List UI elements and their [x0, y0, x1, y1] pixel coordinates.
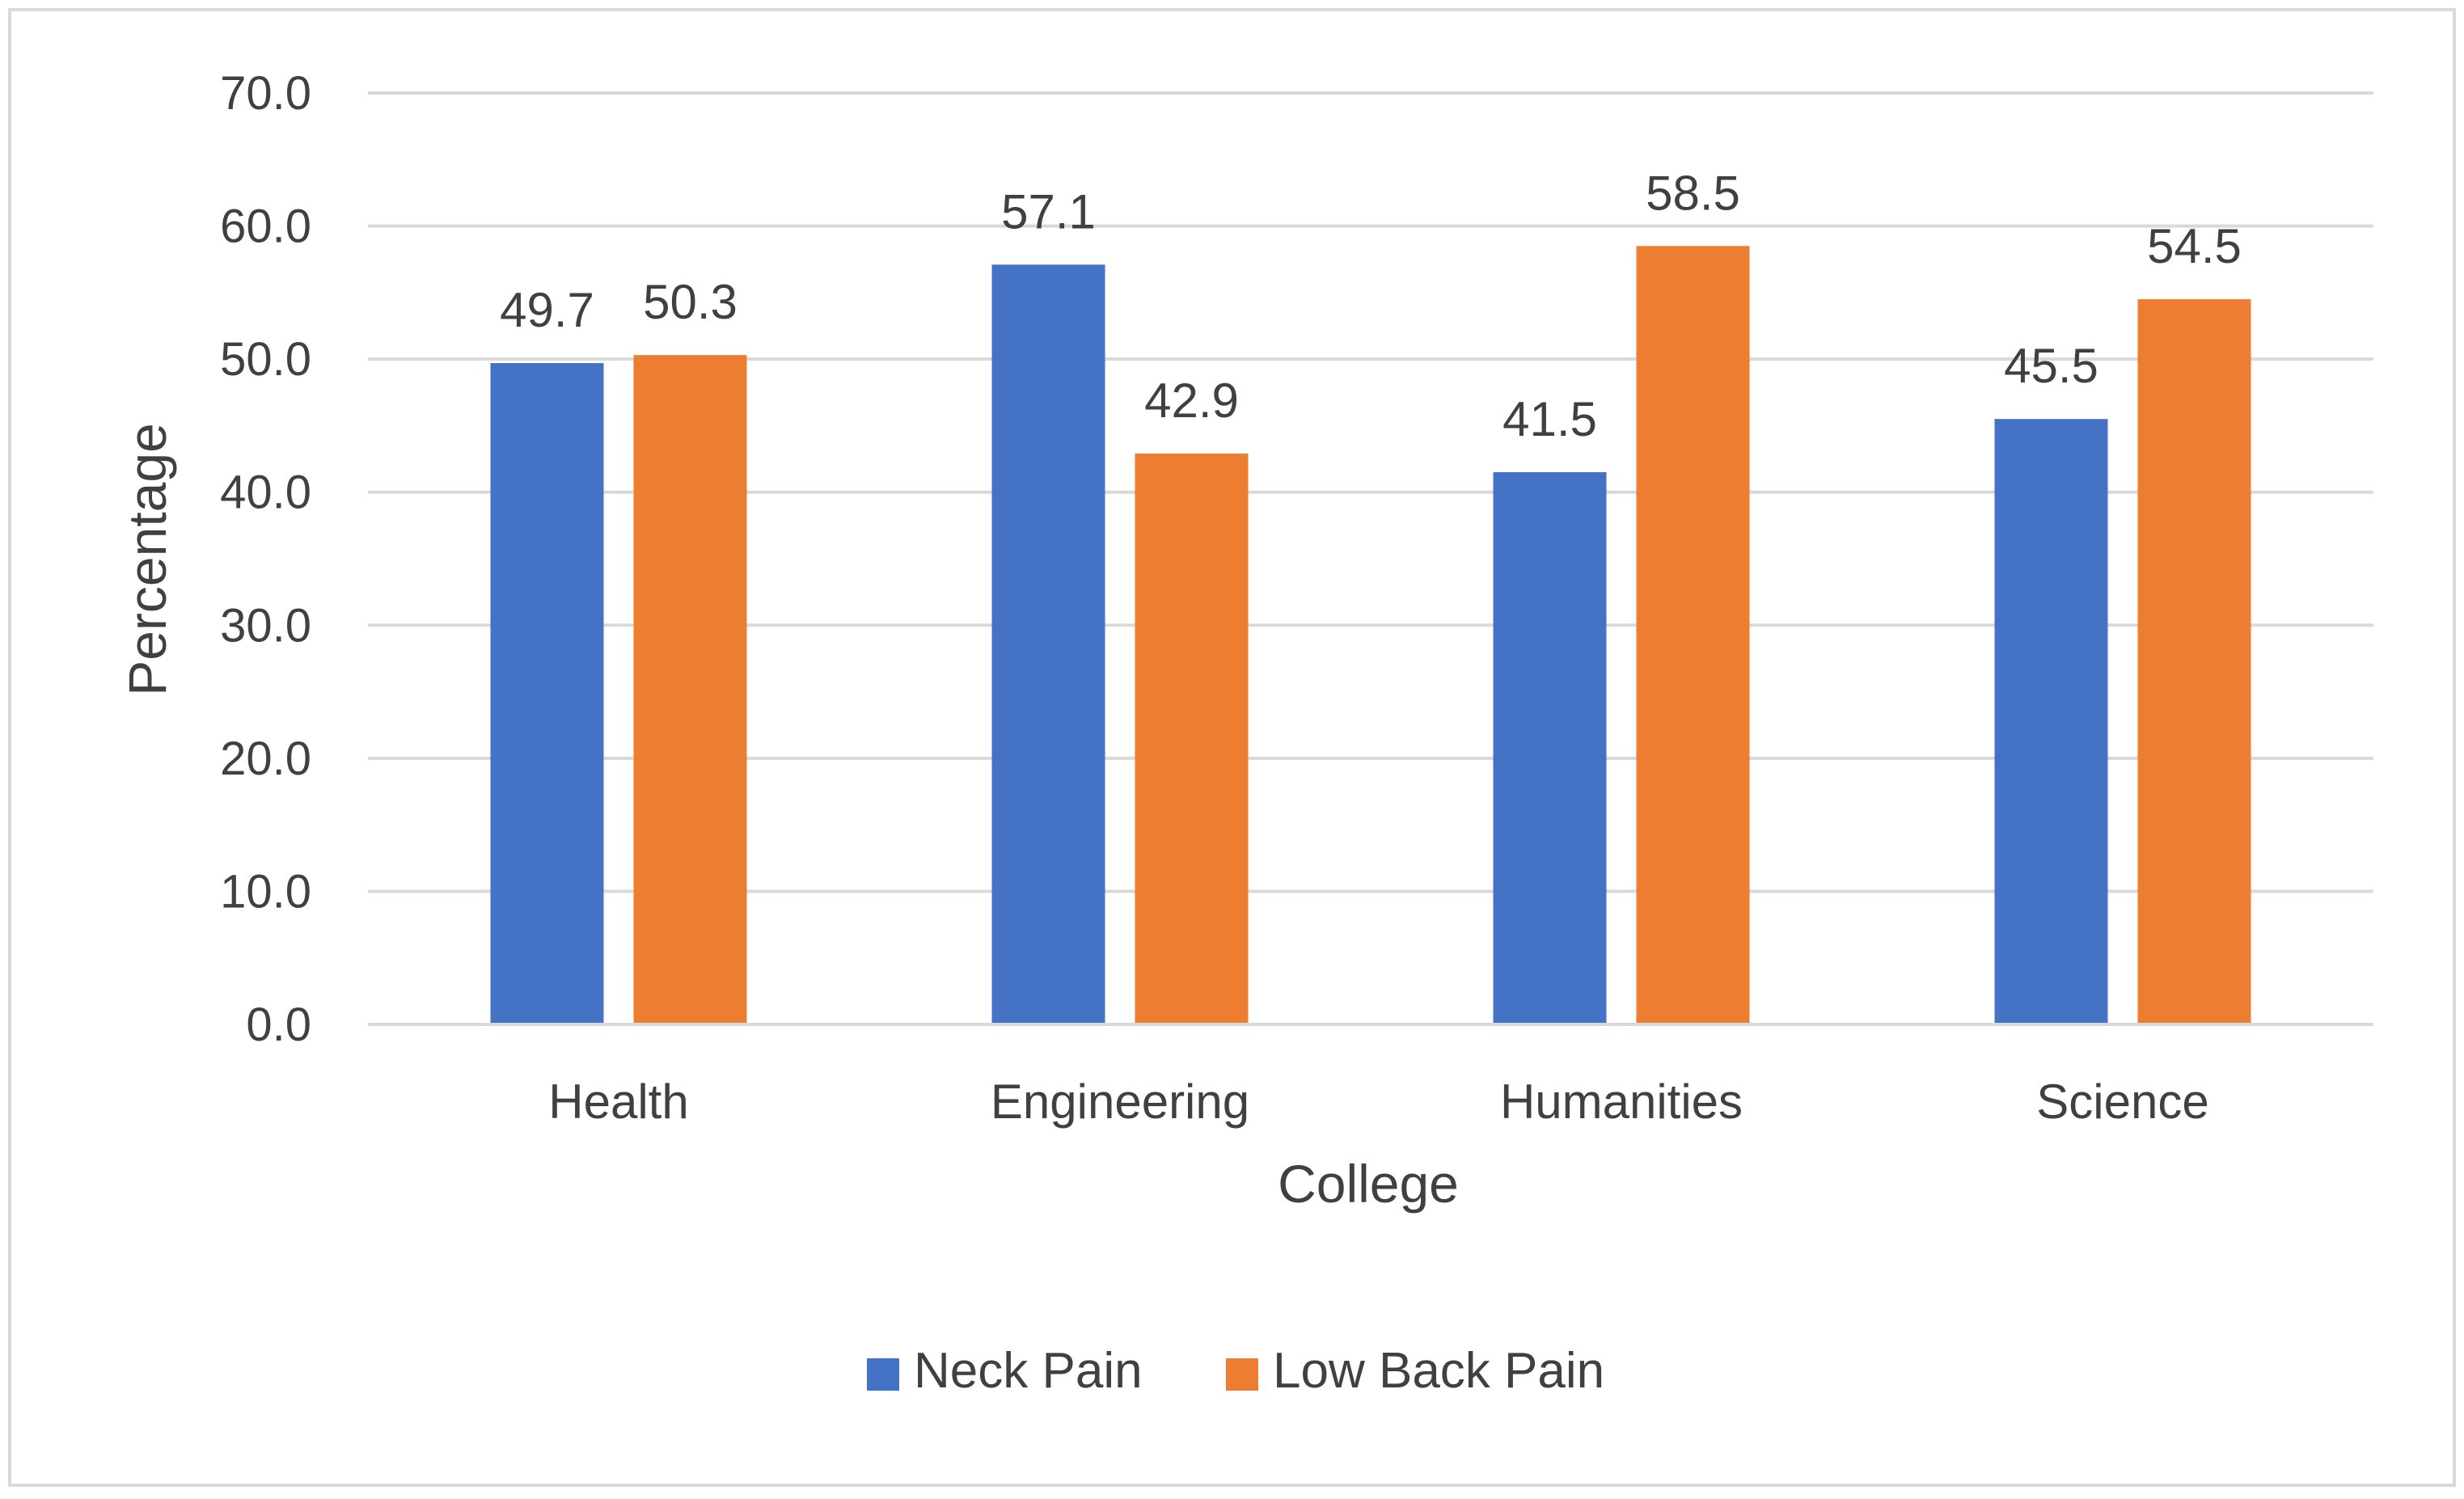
- bar-low-back-pain-science: [2137, 299, 2251, 1025]
- x-category-label: Humanities: [1500, 1075, 1743, 1129]
- data-label: 42.9: [1144, 374, 1239, 428]
- x-category-label: Health: [548, 1075, 688, 1129]
- data-label: 57.1: [1001, 184, 1096, 239]
- y-tick-label: 10.0: [220, 865, 311, 918]
- x-axis-title: College: [1278, 1154, 1459, 1214]
- x-category-label: Engineering: [991, 1075, 1249, 1129]
- bar-low-back-pain-humanities: [1636, 246, 1750, 1024]
- bar-neck-pain-health: [490, 363, 604, 1025]
- y-axis-title: Percentage: [117, 423, 177, 696]
- x-axis-categories: Health Engineering Humanities Science: [548, 1075, 2208, 1129]
- data-label: 54.5: [2147, 219, 2242, 273]
- y-tick-label: 60.0: [220, 201, 311, 253]
- legend-label: Neck Pain: [914, 1343, 1143, 1399]
- bar-low-back-pain-health: [633, 355, 747, 1025]
- data-label: 49.7: [500, 283, 594, 337]
- bars: [368, 246, 2373, 1026]
- bar-neck-pain-humanities: [1493, 472, 1607, 1024]
- data-label: 58.5: [1646, 166, 1740, 220]
- data-label: 50.3: [643, 275, 738, 329]
- bar-neck-pain-engineering: [991, 264, 1105, 1025]
- y-tick-label: 40.0: [220, 467, 311, 519]
- legend-label: Low Back Pain: [1273, 1343, 1604, 1399]
- legend-swatch: [867, 1358, 899, 1391]
- data-label: 45.5: [2004, 339, 2098, 393]
- data-labels: 49.7 50.3 57.1 42.9 41.5 58.5 45.5 54.5: [500, 166, 2242, 446]
- y-tick-label: 30.0: [220, 599, 311, 652]
- legend-swatch: [1226, 1358, 1258, 1391]
- x-category-label: Science: [2036, 1075, 2208, 1129]
- y-tick-label: 50.0: [220, 333, 311, 386]
- y-tick-label: 0.0: [246, 999, 311, 1051]
- y-axis-ticks: 0.0 10.0 20.0 30.0 40.0 50.0 60.0 70.0: [220, 67, 311, 1051]
- legend: Neck Pain Low Back Pain: [867, 1343, 1604, 1399]
- y-tick-label: 20.0: [220, 733, 311, 785]
- y-tick-label: 70.0: [220, 67, 311, 120]
- bar-neck-pain-science: [1994, 419, 2108, 1024]
- bar-low-back-pain-engineering: [1135, 453, 1249, 1024]
- data-label: 41.5: [1502, 392, 1597, 446]
